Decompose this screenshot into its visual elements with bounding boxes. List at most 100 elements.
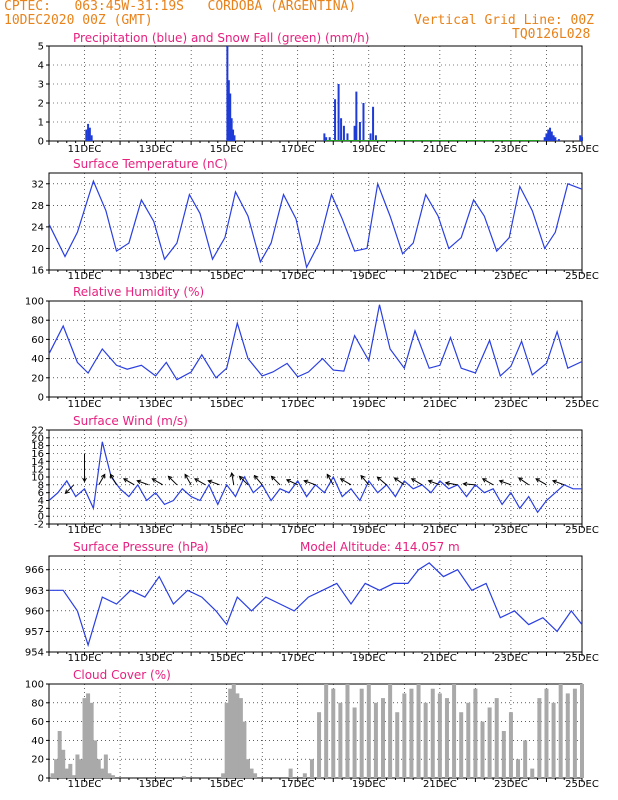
wind-vector: [110, 474, 117, 486]
cloud-bar: [61, 749, 66, 778]
cloud-xtick-label: 11DEC: [68, 779, 102, 790]
precip-bar: [369, 133, 372, 141]
precip-xtick-label: 17DEC: [281, 144, 315, 155]
cloud-xtick-label: 21DEC: [423, 779, 457, 790]
wind-vector: [535, 478, 547, 486]
wind-vector-head: [151, 478, 157, 483]
precip-bar: [557, 139, 560, 141]
precip-bar: [337, 84, 340, 141]
cloud-bar: [395, 712, 400, 778]
cloud-ytick-label: 60: [31, 717, 44, 728]
cloud-ytick-label: 80: [31, 698, 44, 709]
wind-vector-head: [184, 473, 189, 479]
wind-vector: [168, 475, 178, 486]
wind-vector-head: [64, 489, 70, 495]
wind-xtick-label: 11DEC: [68, 525, 102, 536]
rh-xtick-label: 11DEC: [68, 399, 102, 410]
precip-bar: [358, 122, 361, 141]
rh-ytick-label: 100: [25, 297, 44, 308]
rh-xtick-label: 15DEC: [210, 399, 244, 410]
cloud-bar: [245, 759, 250, 778]
rh-xtick-label: 21DEC: [423, 399, 457, 410]
cloud-bar: [572, 688, 577, 778]
cloud-bar: [487, 707, 492, 778]
temp-ytick-label: 28: [31, 201, 44, 212]
cloud-bar: [309, 759, 314, 778]
precip-bar: [353, 125, 356, 141]
precip-bar: [230, 118, 233, 141]
temp-ytick-label: 32: [31, 179, 44, 190]
wind-vector-head: [136, 479, 142, 485]
cloud-bar: [235, 693, 240, 778]
cloud-bar: [508, 712, 513, 778]
cloud-bar: [409, 688, 414, 778]
wind-ytick-label: 10: [31, 473, 44, 484]
cloud-bar: [68, 763, 73, 778]
temp-xtick-label: 11DEC: [68, 271, 102, 282]
wind-vector-head: [481, 478, 487, 483]
temp-frame: [48, 172, 583, 271]
cloud-bar: [494, 698, 499, 778]
cloud-bar: [54, 759, 59, 778]
wind-xtick-label: 25DEC: [565, 525, 599, 536]
precip-xtick-label: 23DEC: [494, 144, 528, 155]
wind-frame: [48, 429, 583, 525]
rh-xtick-label: 25DEC: [565, 399, 599, 410]
precip-bar: [374, 135, 377, 141]
wind-xtick-label: 23DEC: [494, 525, 528, 536]
cloud-bar: [100, 768, 105, 778]
cloud-bar: [82, 698, 87, 778]
wind-vector: [98, 474, 106, 486]
cloud-bar: [473, 688, 478, 778]
temp-xtick-label: 15DEC: [210, 271, 244, 282]
wind-xtick-label: 21DEC: [423, 525, 457, 536]
temp-xtick-label: 17DEC: [281, 271, 315, 282]
cloud-bar: [57, 731, 62, 778]
precip-bar: [342, 125, 345, 141]
precip-bar: [355, 91, 358, 141]
precip-xtick-label: 19DEC: [352, 144, 386, 155]
wind-vector: [518, 477, 529, 486]
precip-bar: [232, 129, 235, 141]
cloud-bar: [565, 693, 570, 778]
precip-xtick-label: 25DEC: [565, 144, 599, 155]
rh-ytick-label: 20: [31, 373, 44, 384]
wind-vector-head: [109, 473, 115, 479]
precip-ytick-label: 2: [38, 99, 44, 110]
cloud-bar: [381, 698, 386, 778]
cloud-bar: [231, 684, 236, 778]
precip-title: Precipitation (blue) and Snow Fall (gree…: [73, 31, 369, 45]
wind-vector-head: [518, 477, 523, 482]
pressure-subtitle: Model Altitude: 414.057 m: [300, 540, 460, 554]
cloud-bar: [324, 684, 329, 778]
precip-bar: [334, 99, 337, 141]
precip-bar: [346, 133, 349, 141]
temp-line: [48, 179, 583, 270]
cloud-bar: [416, 684, 421, 778]
cloud-bar: [558, 684, 563, 778]
cloud-bar: [110, 775, 115, 778]
precip-bar: [226, 46, 229, 141]
pressure-line: [49, 562, 583, 648]
precip-bar: [88, 127, 91, 141]
cloud-title: Cloud Cover (%): [73, 668, 171, 682]
wind-vector-head: [427, 479, 433, 485]
wind-vector: [445, 482, 458, 486]
wind-ytick-label: 20: [31, 433, 44, 444]
precip-bar: [87, 123, 90, 141]
pressure-ytick-label: 954: [25, 648, 44, 659]
wind-xtick-label: 15DEC: [210, 525, 244, 536]
cloud-bar: [50, 773, 55, 778]
wind-vector: [271, 475, 281, 486]
cloud-bar: [430, 688, 435, 778]
precip-ytick-label: 0: [38, 137, 44, 148]
wind-vector-head: [376, 476, 382, 482]
wind-vector-head: [326, 473, 331, 479]
pressure-xtick-label: 11DEC: [68, 653, 102, 664]
cloud-bar: [373, 702, 378, 778]
wind-vector-head: [253, 474, 259, 480]
cloud-bar: [516, 759, 521, 778]
rh-ytick-label: 80: [31, 316, 44, 327]
cloud-bar: [221, 773, 226, 778]
wind-vector: [194, 478, 206, 486]
